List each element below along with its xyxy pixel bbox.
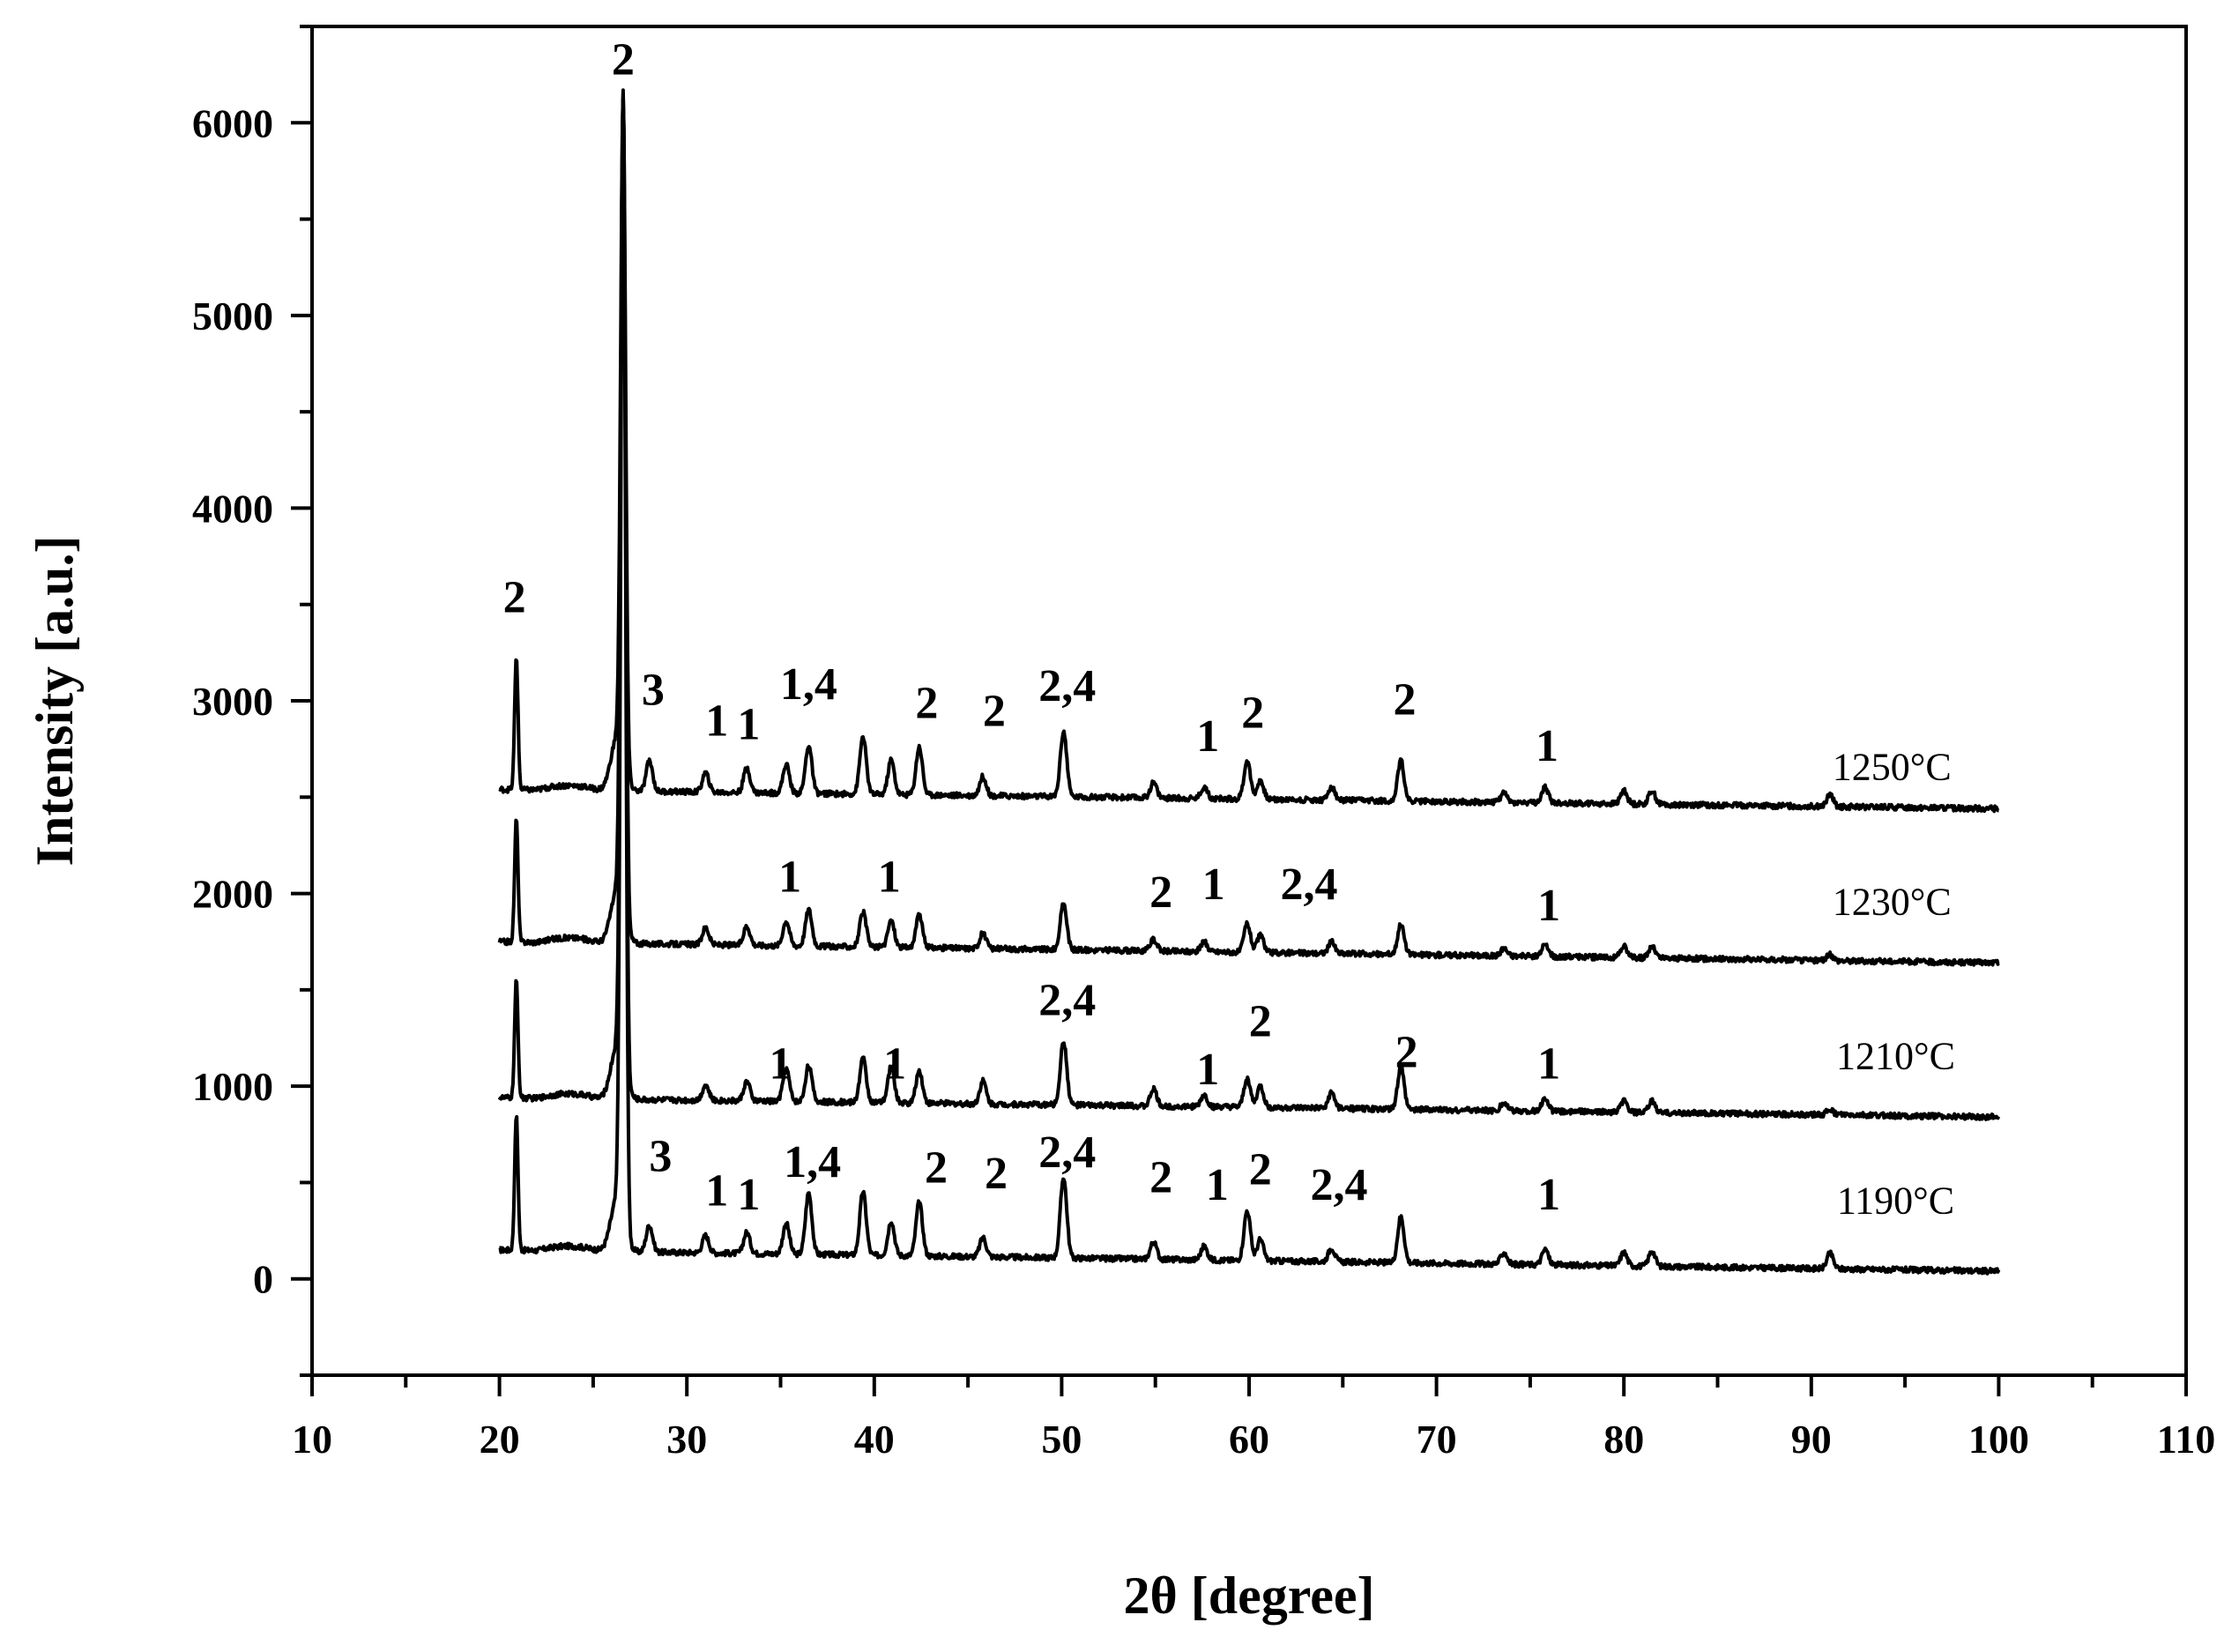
peak-label: 1	[1537, 1170, 1560, 1220]
series-label: 1230°C	[1833, 881, 1952, 924]
series-line	[497, 88, 2000, 967]
peak-label: 1	[770, 1038, 792, 1089]
series-label: 1210°C	[1836, 1034, 1955, 1077]
peak-label: 3	[642, 665, 665, 715]
peak-label: 1	[1206, 1160, 1229, 1210]
peak-label: 2	[1249, 1145, 1272, 1195]
y-tick-label: 6000	[192, 100, 273, 145]
y-tick-label: 1000	[192, 1064, 273, 1109]
peak-label: 2	[915, 679, 938, 729]
x-tick-label: 80	[1603, 1417, 1644, 1462]
peak-label: 1	[1202, 859, 1225, 910]
x-tick-label: 100	[1968, 1417, 2029, 1462]
peak-label: 2	[925, 1142, 948, 1193]
peak-label: 1	[705, 696, 728, 746]
peak-label: 2,4	[1038, 975, 1096, 1025]
peak-label: 1	[737, 700, 760, 750]
peak-label: 1	[1537, 881, 1560, 931]
x-tick-label: 70	[1417, 1417, 1457, 1462]
peak-label: 2	[1149, 1152, 1172, 1202]
series-line	[498, 97, 2001, 1276]
series-label: 1190°C	[1837, 1179, 1954, 1222]
peak-label: 2	[1149, 867, 1172, 918]
x-axis-ticks: 10 20 30 40 50 60 70 80 90 100 110	[292, 1375, 2215, 1462]
series-label: 1250°C	[1833, 746, 1952, 789]
series-labels: 1190°C 1210°C 1230°C 1250°C	[1833, 746, 1955, 1223]
x-tick-label: 110	[2157, 1417, 2215, 1462]
peak-label: 1	[1536, 721, 1558, 771]
peak-label: 1	[878, 852, 901, 902]
series-line	[497, 95, 2001, 1121]
peak-label: 1	[778, 852, 801, 902]
peak-label: 1	[705, 1166, 728, 1217]
x-tick-label: 10	[292, 1417, 332, 1462]
y-tick-label: 3000	[192, 679, 273, 724]
peak-label: 1	[1537, 1038, 1560, 1089]
x-tick-label: 30	[666, 1417, 707, 1462]
x-tick-label: 20	[480, 1417, 520, 1462]
peak-label: 2	[1393, 674, 1416, 725]
peak-label: 2,4	[1311, 1160, 1368, 1210]
series-lines	[497, 88, 2001, 1276]
peak-label: 2	[985, 1149, 1008, 1199]
peak-label: 1,4	[780, 659, 837, 710]
peak-label: 1,4	[784, 1137, 841, 1187]
x-tick-label: 60	[1229, 1417, 1269, 1462]
peak-label: 2	[612, 35, 635, 86]
peak-label: 2	[1249, 996, 1272, 1046]
peak-label: 1	[1196, 711, 1219, 762]
peak-label: 2,4	[1038, 661, 1096, 711]
x-tick-label: 90	[1791, 1417, 1832, 1462]
x-axis-title: 2θ [degree]	[1123, 1566, 1374, 1625]
peak-label: 2	[1241, 688, 1264, 739]
series-line	[498, 92, 2000, 814]
y-tick-label: 0	[253, 1257, 273, 1302]
peak-label: 3	[649, 1131, 672, 1181]
x-tick-label: 50	[1041, 1417, 1082, 1462]
peak-label: 2,4	[1038, 1127, 1096, 1178]
y-axis-ticks: 0 1000 2000 3000 4000 5000 6000	[192, 25, 312, 1377]
peak-label: 2	[1395, 1027, 1418, 1077]
y-axis-title: Intensity [a.u.]	[26, 535, 84, 866]
y-tick-label: 2000	[192, 872, 273, 917]
y-tick-label: 4000	[192, 486, 273, 531]
peak-label: 1	[883, 1038, 906, 1089]
x-tick-label: 40	[854, 1417, 895, 1462]
peak-label: 1	[1196, 1045, 1219, 1095]
peak-label: 2	[503, 572, 526, 622]
peak-label: 2,4	[1281, 859, 1338, 910]
peak-label: 2	[983, 686, 1006, 736]
peak-label: 1	[737, 1170, 760, 1220]
y-tick-label: 5000	[192, 294, 273, 339]
